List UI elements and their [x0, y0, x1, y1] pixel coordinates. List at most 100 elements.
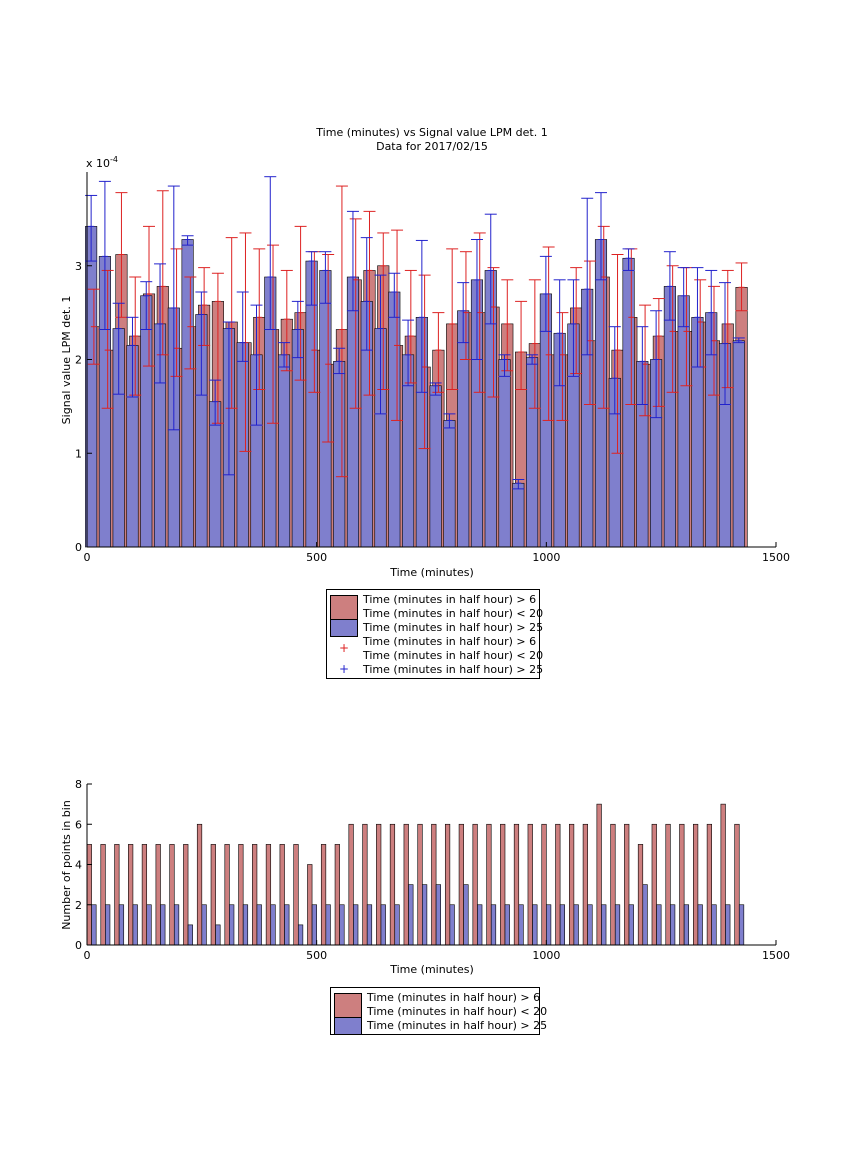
bar [582, 823, 588, 946]
bar [498, 359, 511, 548]
bar [187, 924, 193, 946]
y-tick-label: 2 [75, 354, 82, 367]
bar [141, 844, 148, 946]
bar [201, 904, 207, 946]
bar [114, 844, 120, 946]
y-tick-label: 0 [75, 541, 82, 554]
x-tick-label: 0 [84, 551, 91, 564]
bar [408, 884, 414, 946]
top-legend-entry-red-bar: Time (minutes in half hour) > 6 [327, 593, 539, 621]
top-legend-entry-red-marker: + Time (minutes in half hour) > 6 [327, 635, 539, 655]
red-swatch [334, 993, 362, 1019]
bar [720, 803, 726, 946]
bar [181, 239, 194, 548]
bar [513, 823, 520, 946]
bar [333, 361, 346, 548]
bar [431, 823, 437, 946]
bar [319, 270, 332, 548]
bar [555, 823, 561, 946]
bar [284, 904, 290, 946]
x-tick-label: 1000 [532, 949, 560, 962]
bar [697, 904, 703, 946]
bar [311, 904, 317, 946]
bar [642, 884, 648, 946]
bottom-chart: 0 500 1000 1500 0 2 4 6 8 Time (minutes) Number … [60, 778, 790, 976]
bar [140, 295, 153, 548]
bar [339, 904, 345, 946]
bar [628, 904, 634, 946]
top-y-exponent: -4 [110, 155, 118, 164]
bar [732, 340, 745, 548]
bar [105, 904, 111, 946]
bar [677, 295, 690, 548]
bar [118, 904, 125, 946]
bar [663, 286, 676, 548]
legend-label: Time (minutes in half hour) > 6 [363, 593, 537, 606]
bar [307, 864, 313, 946]
bar [651, 823, 657, 946]
bar [229, 904, 235, 946]
bar [679, 823, 685, 946]
bar [656, 904, 662, 946]
bar [270, 904, 276, 946]
bar [457, 310, 470, 548]
bar [325, 904, 331, 946]
bar [711, 904, 717, 946]
x-tick-label: 1500 [762, 949, 790, 962]
blue-swatch [330, 619, 358, 637]
bar [389, 823, 396, 946]
bottom-plot-area: 0 500 1000 1500 0 2 4 6 8 [75, 778, 790, 962]
bar [348, 823, 354, 946]
red-plus-marker: + [339, 641, 350, 655]
bar [683, 904, 690, 946]
bar [573, 904, 579, 946]
bar [183, 844, 189, 946]
bar [472, 823, 478, 946]
bar [596, 803, 602, 946]
bar [417, 823, 423, 946]
y-tick-label: 3 [75, 260, 82, 273]
bar [403, 823, 409, 946]
bar [169, 844, 175, 946]
y-tick-label: 2 [75, 899, 82, 912]
bar [706, 823, 712, 946]
bar [224, 844, 230, 946]
bar [380, 904, 386, 946]
bar [86, 844, 92, 946]
bar [242, 904, 249, 946]
bar [291, 329, 304, 548]
legend-label: Time (minutes in half hour) < 20 [367, 1005, 548, 1018]
bar [215, 924, 221, 946]
top-y-axis-label: Signal value LPM det. 1 [60, 296, 73, 425]
legend-label: Time (minutes in half hour) < 20 [363, 649, 544, 662]
y-tick-label: 1 [75, 447, 82, 460]
bar [734, 823, 740, 946]
bar [665, 823, 671, 946]
bar [512, 482, 525, 548]
bar [265, 844, 272, 946]
bar [693, 823, 699, 946]
bar [594, 239, 608, 548]
bar [278, 354, 291, 548]
bar [91, 904, 97, 946]
x-tick-label: 1500 [762, 551, 790, 564]
bar [160, 904, 166, 946]
bar [100, 844, 106, 946]
bar [486, 823, 492, 946]
bar [614, 904, 621, 946]
red-swatch [330, 595, 358, 621]
bar [458, 823, 464, 946]
y-tick-label: 4 [75, 859, 82, 872]
bar [346, 276, 359, 548]
bar [587, 904, 593, 946]
legend-label: Time (minutes in half hour) > 6 [363, 635, 537, 648]
bar [637, 844, 644, 946]
x-tick-label: 0 [84, 949, 91, 962]
bar [526, 357, 539, 548]
bar [279, 844, 285, 946]
blue-swatch [334, 1017, 362, 1035]
bottom-legend-entry-blue-bar: Time (minutes in half hour) > 25 [331, 1017, 547, 1035]
top-chart: Time (minutes) vs Signal value LPM det. … [60, 126, 790, 579]
top-legend: Time (minutes in half hour) > 6 Time (mi… [326, 589, 544, 679]
bar [238, 844, 244, 946]
